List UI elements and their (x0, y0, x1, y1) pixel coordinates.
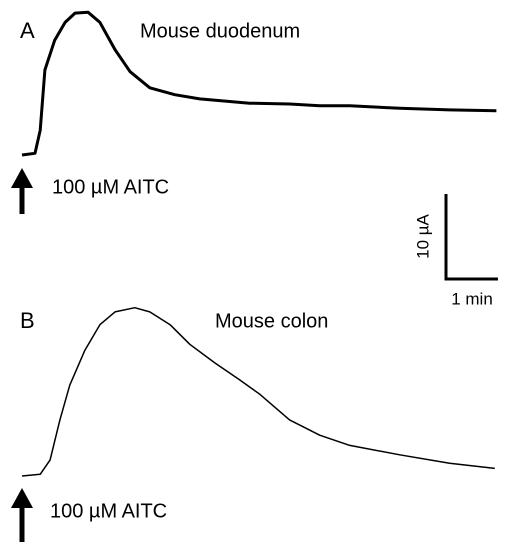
trace-title: Mouse colon (215, 310, 328, 332)
stimulus-label: 100 µM AITC (50, 500, 167, 522)
scale-bar (444, 194, 498, 281)
scale-y-label: 10 µA (413, 213, 432, 258)
arrow (11, 488, 33, 542)
trace (21, 306, 495, 477)
trace (21, 10, 497, 157)
arrow (11, 168, 33, 214)
scale-x-label: 1 min (451, 289, 493, 308)
panel-label: B (20, 308, 35, 333)
trace-title: Mouse duodenum (140, 20, 300, 42)
stimulus-label: 100 µM AITC (52, 176, 169, 198)
panel-label: A (20, 18, 35, 43)
